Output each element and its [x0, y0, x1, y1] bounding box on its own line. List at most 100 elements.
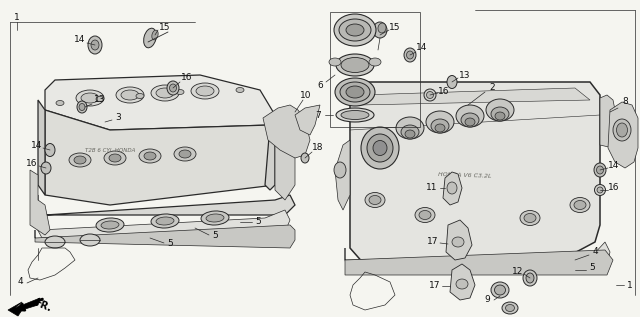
- Ellipse shape: [156, 88, 174, 98]
- Ellipse shape: [156, 217, 174, 225]
- Ellipse shape: [346, 86, 364, 98]
- Ellipse shape: [491, 282, 509, 298]
- Text: 2: 2: [489, 83, 495, 93]
- Ellipse shape: [45, 144, 55, 157]
- Ellipse shape: [495, 112, 505, 120]
- Text: T2B 6 CYL HONDA: T2B 6 CYL HONDA: [85, 147, 135, 152]
- Ellipse shape: [406, 51, 413, 59]
- Ellipse shape: [597, 187, 603, 193]
- Ellipse shape: [367, 134, 393, 162]
- Polygon shape: [446, 220, 472, 260]
- Ellipse shape: [465, 118, 475, 126]
- Ellipse shape: [524, 214, 536, 223]
- Text: 7: 7: [315, 111, 321, 120]
- Ellipse shape: [336, 108, 374, 122]
- Text: 5: 5: [167, 238, 173, 248]
- Polygon shape: [450, 264, 475, 300]
- Ellipse shape: [336, 54, 374, 76]
- Text: 9: 9: [484, 295, 490, 305]
- Ellipse shape: [41, 162, 51, 174]
- Polygon shape: [263, 105, 310, 158]
- Text: 18: 18: [312, 144, 324, 152]
- Ellipse shape: [361, 127, 399, 169]
- Polygon shape: [335, 140, 350, 210]
- Polygon shape: [443, 172, 462, 205]
- Polygon shape: [350, 82, 600, 265]
- Ellipse shape: [206, 214, 224, 222]
- Text: 10: 10: [300, 90, 312, 100]
- Ellipse shape: [431, 119, 449, 133]
- Ellipse shape: [401, 125, 419, 139]
- Text: 4: 4: [592, 248, 598, 256]
- Ellipse shape: [405, 130, 415, 138]
- Text: 13: 13: [94, 95, 106, 105]
- Ellipse shape: [502, 302, 518, 314]
- Ellipse shape: [346, 24, 364, 36]
- Ellipse shape: [613, 119, 631, 141]
- Text: 12: 12: [512, 268, 524, 276]
- Ellipse shape: [426, 92, 433, 99]
- Text: 15: 15: [159, 23, 171, 33]
- Polygon shape: [35, 225, 295, 248]
- Text: 13: 13: [460, 70, 471, 80]
- Ellipse shape: [396, 117, 424, 139]
- Ellipse shape: [570, 197, 590, 212]
- Ellipse shape: [365, 192, 385, 208]
- Ellipse shape: [419, 210, 431, 219]
- Ellipse shape: [491, 107, 509, 121]
- Text: 14: 14: [416, 43, 428, 53]
- Ellipse shape: [104, 151, 126, 165]
- Ellipse shape: [74, 156, 86, 164]
- Ellipse shape: [96, 218, 124, 232]
- Text: 15: 15: [389, 23, 401, 33]
- Ellipse shape: [373, 140, 387, 156]
- Ellipse shape: [151, 85, 179, 101]
- Ellipse shape: [80, 234, 100, 246]
- Ellipse shape: [196, 86, 214, 96]
- Ellipse shape: [341, 57, 369, 73]
- Ellipse shape: [301, 153, 309, 163]
- Ellipse shape: [435, 124, 445, 132]
- Ellipse shape: [79, 103, 85, 111]
- Polygon shape: [295, 105, 320, 135]
- Ellipse shape: [151, 214, 179, 228]
- Text: 17: 17: [429, 281, 441, 289]
- Ellipse shape: [236, 87, 244, 93]
- Ellipse shape: [136, 94, 144, 99]
- Text: 5: 5: [255, 217, 261, 227]
- Ellipse shape: [369, 58, 381, 66]
- Ellipse shape: [109, 154, 121, 162]
- Ellipse shape: [378, 23, 386, 33]
- Ellipse shape: [616, 123, 627, 137]
- Text: 4: 4: [17, 277, 23, 287]
- Text: 3: 3: [115, 113, 121, 122]
- Ellipse shape: [461, 113, 479, 127]
- Text: 14: 14: [31, 140, 43, 150]
- Text: 16: 16: [438, 87, 450, 96]
- Ellipse shape: [121, 90, 139, 100]
- Ellipse shape: [201, 211, 229, 225]
- Text: 17: 17: [428, 237, 439, 247]
- Ellipse shape: [369, 196, 381, 204]
- Ellipse shape: [76, 90, 104, 106]
- Ellipse shape: [506, 305, 515, 312]
- Ellipse shape: [96, 96, 104, 101]
- Ellipse shape: [152, 30, 158, 40]
- Ellipse shape: [191, 83, 219, 99]
- Ellipse shape: [456, 279, 468, 289]
- Ellipse shape: [167, 81, 179, 95]
- Ellipse shape: [595, 184, 605, 196]
- Ellipse shape: [486, 99, 514, 121]
- Ellipse shape: [452, 237, 464, 247]
- Ellipse shape: [339, 19, 371, 41]
- Ellipse shape: [520, 210, 540, 225]
- Ellipse shape: [101, 221, 119, 229]
- Ellipse shape: [143, 28, 156, 48]
- Polygon shape: [345, 242, 610, 272]
- Polygon shape: [38, 100, 45, 195]
- Ellipse shape: [81, 93, 99, 103]
- Ellipse shape: [56, 100, 64, 106]
- Polygon shape: [345, 250, 613, 275]
- Ellipse shape: [424, 89, 436, 101]
- Ellipse shape: [596, 166, 604, 174]
